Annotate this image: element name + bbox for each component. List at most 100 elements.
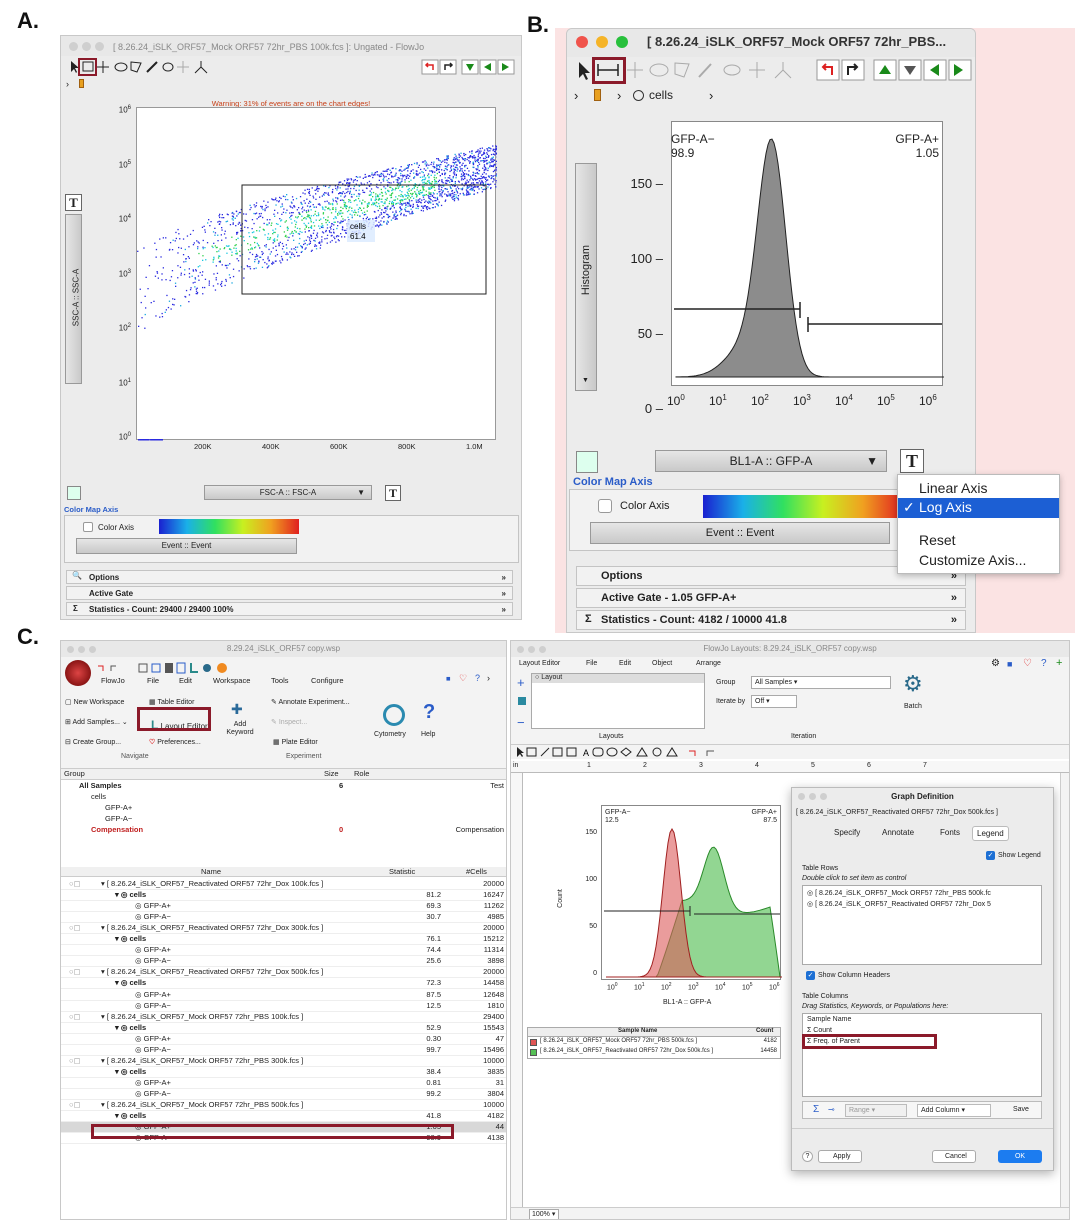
tab-layout-editor[interactable]: Layout Editor: [519, 660, 561, 667]
layout-editor-button[interactable]: L Layout Editor: [151, 718, 208, 732]
group-row[interactable]: GFP-A−: [105, 814, 133, 823]
ok-button[interactable]: OK: [998, 1150, 1042, 1163]
add-column-select[interactable]: Add Column ▾: [917, 1104, 991, 1117]
breadcrumb-chevron-2[interactable]: ›: [617, 88, 622, 103]
sample-row[interactable]: ▾ ◎ cells 52.9 15543: [61, 1023, 506, 1034]
column-item[interactable]: Σ Count: [807, 1027, 832, 1034]
minimize-button[interactable]: [596, 36, 608, 48]
tab-file[interactable]: File: [147, 676, 160, 685]
add-icon[interactable]: +: [1056, 657, 1063, 669]
show-legend-checkbox[interactable]: ✓: [986, 851, 995, 860]
sample-row[interactable]: ◎ GFP-A+ 0.30 47: [61, 1034, 506, 1045]
sample-row[interactable]: ○▢ ▾ [ 8.26.24_iSLK_ORF57_Mock ORF57 72hr…: [61, 1056, 506, 1067]
batch-button[interactable]: Batch: [904, 703, 922, 710]
zoom-select[interactable]: 100% ▾: [529, 1209, 559, 1219]
cytometry-button[interactable]: Cytometry: [374, 731, 406, 738]
show-headers-checkbox[interactable]: ✓: [806, 971, 815, 980]
color-map-icon[interactable]: [67, 486, 81, 500]
breadcrumb-cells[interactable]: cells: [649, 88, 674, 102]
tab-object[interactable]: Object: [652, 660, 673, 667]
tab-annotate[interactable]: Annotate: [882, 828, 915, 837]
gear-icon[interactable]: ⚙: [991, 658, 1000, 669]
table-row-item[interactable]: ◎ [ 8.26.24_iSLK_ORF57_Reactivated ORF57…: [807, 901, 991, 908]
breadcrumb-chevron-3[interactable]: ›: [709, 88, 714, 103]
group-row[interactable]: GFP-A+: [105, 803, 133, 812]
range-select[interactable]: Range ▾: [845, 1104, 907, 1117]
table-columns-list[interactable]: Sample Name Σ Count Σ Freq. of Parent: [802, 1013, 1042, 1097]
group-select[interactable]: All Samples ▾: [751, 676, 891, 689]
options-section[interactable]: Options»: [576, 566, 966, 586]
tab-legend[interactable]: Legend: [972, 826, 1009, 841]
tab-file[interactable]: File: [586, 660, 598, 667]
close-button[interactable]: [576, 36, 588, 48]
sample-row[interactable]: ○▢ ▾ [ 8.26.24_iSLK_ORF57_Reactivated ORF…: [61, 879, 506, 890]
properties-sidebar[interactable]: [1060, 773, 1069, 1207]
sample-row[interactable]: ▾ ◎ cells 72.3 14458: [61, 978, 506, 990]
column-item[interactable]: Σ Freq. of Parent: [807, 1038, 860, 1045]
cancel-button[interactable]: Cancel: [932, 1150, 976, 1163]
sample-row[interactable]: ◎ GFP-A+ 69.3 11262: [61, 901, 506, 913]
help-large-icon[interactable]: ?: [423, 701, 436, 723]
sample-row[interactable]: ◎ GFP-A− 99.2 3804: [61, 1089, 506, 1100]
apply-button[interactable]: Apply: [818, 1150, 862, 1163]
active-gate-section[interactable]: Active Gate»: [66, 586, 513, 600]
batch-gear-icon[interactable]: ⚙: [903, 671, 923, 696]
sample-row[interactable]: ▾ ◎ cells 38.4 3835: [61, 1067, 506, 1078]
legend-table[interactable]: Sample Name Count [ 8.26.24_iSLK_ORF57_Mo…: [527, 1027, 781, 1059]
legend-row[interactable]: [ 8.26.24_iSLK_ORF57_Mock ORF57 72hr_PBS…: [528, 1038, 780, 1048]
sample-row[interactable]: ◎ GFP-A− 99.7 15496: [61, 1045, 506, 1056]
preferences-button[interactable]: ♡ Preferences...: [149, 739, 201, 746]
x-axis-selector[interactable]: BL1-A :: GFP-A ▼: [655, 450, 887, 472]
sample-row[interactable]: ◎ GFP-A+ 74.4 11314: [61, 945, 506, 957]
add-keyword-button[interactable]: Add Keyword: [226, 721, 254, 736]
sample-row[interactable]: ▾ ◎ cells 41.8 4182: [61, 1111, 506, 1123]
add-layout-icon[interactable]: +: [517, 675, 525, 690]
tab-specify[interactable]: Specify: [834, 828, 861, 837]
tab-tools[interactable]: Tools: [271, 676, 289, 685]
create-group-button[interactable]: ⊟ Create Group...: [65, 739, 122, 746]
cytometry-icon[interactable]: [383, 704, 405, 726]
group-row[interactable]: All Samples 6 Test: [79, 781, 504, 790]
breadcrumb-chevron[interactable]: ›: [66, 79, 69, 89]
inspect-button[interactable]: ✎ Inspect...: [271, 719, 308, 726]
x-title-toggle-icon[interactable]: T: [900, 449, 924, 473]
layout-icon[interactable]: [518, 697, 526, 705]
event-axis-button[interactable]: Event :: Event: [590, 522, 890, 544]
zoom-button[interactable]: [95, 42, 104, 51]
plate-editor-button[interactable]: ▦ Plate Editor: [273, 739, 318, 746]
legend-row[interactable]: [ 8.26.24_iSLK_ORF57_Reactivated ORF57 7…: [528, 1048, 780, 1058]
statistics-section[interactable]: Statistics - Count: 29400 / 29400 100%» Σ: [66, 602, 513, 616]
tab-edit[interactable]: Edit: [619, 660, 632, 667]
heart-icon[interactable]: ♡: [459, 673, 468, 683]
sample-row[interactable]: ◎ GFP-A− 12.5 1810: [61, 1001, 506, 1012]
annotate-button[interactable]: ✎ Annotate Experiment...: [271, 699, 350, 706]
sample-row[interactable]: ○▢ ▾ [ 8.26.24_iSLK_ORF57_Mock ORF57 72hr…: [61, 1100, 506, 1111]
new-workspace-button[interactable]: ▢ New Workspace: [65, 699, 125, 706]
title-toggle-icon[interactable]: T: [65, 194, 82, 211]
menu-item-customize-axis[interactable]: Customize Axis...: [919, 552, 1027, 568]
y-axis-selector[interactable]: SSC-A :: SSC-A: [65, 214, 82, 384]
event-axis-button[interactable]: Event :: Event: [76, 538, 297, 554]
group-row[interactable]: cells: [91, 792, 107, 801]
tab-workspace[interactable]: Workspace: [213, 676, 251, 685]
bookmark-icon[interactable]: ■: [1007, 659, 1013, 669]
breadcrumb-chevron[interactable]: ›: [574, 88, 579, 103]
group-row[interactable]: Compensation 0 Compensation: [91, 825, 504, 834]
help-button[interactable]: Help: [421, 731, 436, 738]
zoom-button[interactable]: [616, 36, 628, 48]
key-icon[interactable]: ⊸: [828, 1105, 835, 1114]
x-axis-selector[interactable]: FSC-A :: FSC-A ▼: [204, 485, 372, 500]
menu-item-reset[interactable]: Reset: [919, 532, 956, 548]
menu-item-log-axis[interactable]: ✓ Log Axis: [898, 498, 1059, 518]
active-gate-section[interactable]: Active Gate - 1.05 GFP-A+»: [576, 588, 966, 608]
minimize-button[interactable]: [82, 42, 91, 51]
sample-row[interactable]: ▾ ◎ cells 81.2 16247: [61, 890, 506, 902]
options-section[interactable]: Options» 🔍: [66, 570, 513, 584]
save-button[interactable]: Save: [1013, 1106, 1029, 1113]
tab-edit[interactable]: Edit: [179, 676, 192, 685]
sample-row[interactable]: ◎ GFP-A− 30.7 4985: [61, 912, 506, 924]
color-axis-checkbox[interactable]: [598, 499, 612, 513]
add-samples-button[interactable]: ⊞ Add Samples... ⌄: [65, 719, 128, 726]
sample-row[interactable]: ◎ GFP-A+ 87.5 12648: [61, 990, 506, 1001]
table-row-item[interactable]: ◎ [ 8.26.24_iSLK_ORF57_Mock ORF57 72hr_P…: [807, 890, 991, 897]
